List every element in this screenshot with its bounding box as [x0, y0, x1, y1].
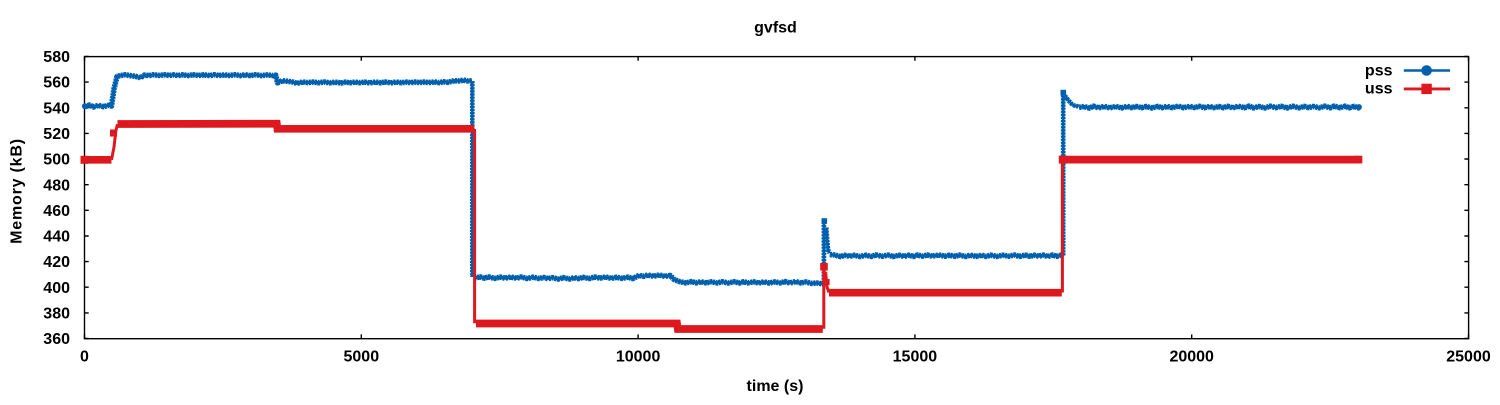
- svg-text:520: 520: [43, 126, 70, 143]
- svg-text:460: 460: [43, 203, 70, 220]
- svg-text:15000: 15000: [893, 349, 938, 366]
- svg-text:20000: 20000: [1169, 349, 1214, 366]
- svg-text:500: 500: [43, 152, 70, 169]
- svg-text:360: 360: [43, 331, 70, 348]
- svg-text:5000: 5000: [344, 349, 380, 366]
- svg-text:400: 400: [43, 280, 70, 297]
- svg-text:480: 480: [43, 177, 70, 194]
- svg-text:10000: 10000: [616, 349, 661, 366]
- svg-text:560: 560: [43, 75, 70, 92]
- svg-text:540: 540: [43, 100, 70, 117]
- svg-text:25000: 25000: [1446, 349, 1491, 366]
- svg-text:gvfsd: gvfsd: [754, 19, 797, 36]
- svg-text:Memory (kB): Memory (kB): [9, 138, 26, 244]
- svg-text:420: 420: [43, 254, 70, 271]
- svg-text:440: 440: [43, 229, 70, 246]
- svg-text:uss: uss: [1365, 81, 1393, 98]
- svg-text:pss: pss: [1365, 62, 1393, 79]
- svg-text:time (s): time (s): [747, 378, 804, 395]
- svg-text:580: 580: [43, 49, 70, 66]
- svg-text:0: 0: [80, 349, 89, 366]
- svg-text:380: 380: [43, 306, 70, 323]
